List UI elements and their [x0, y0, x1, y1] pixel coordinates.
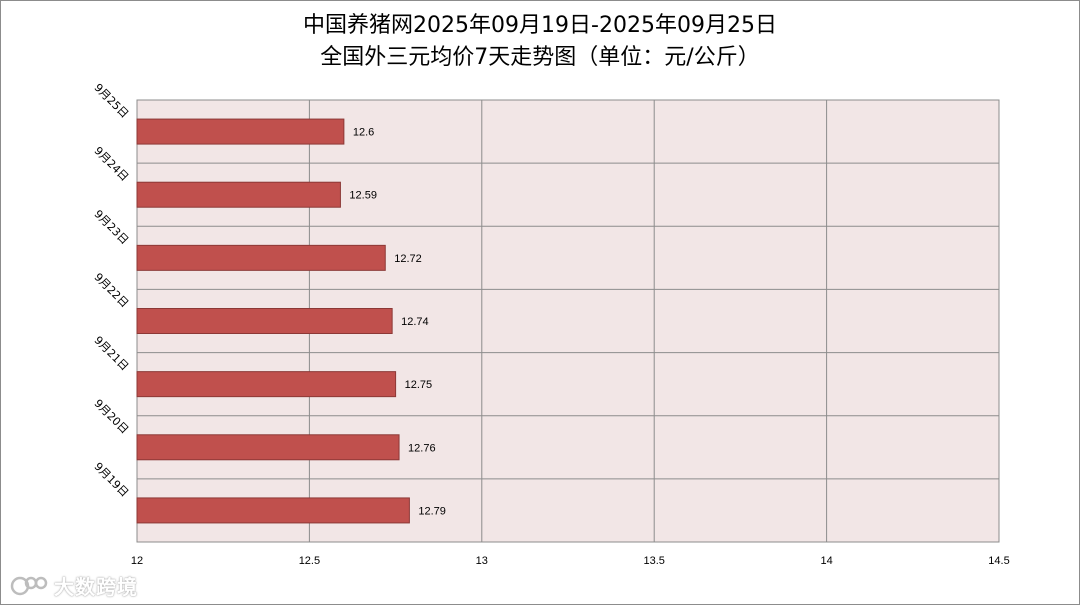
category-label: 9月24日	[91, 144, 131, 184]
bar	[136, 497, 410, 524]
data-label: 12.6	[353, 127, 374, 139]
data-label: 12.76	[408, 442, 436, 454]
watermark-text: 大数跨境	[54, 575, 138, 599]
category-label: 9月20日	[91, 397, 131, 437]
bar	[136, 181, 341, 208]
x-tick-label: 12.5	[299, 555, 320, 567]
data-label: 12.59	[349, 190, 377, 202]
category-label: 9月19日	[91, 460, 131, 500]
bar	[136, 244, 386, 271]
chart-title-line1: 中国养猪网2025年09月19日-2025年09月25日	[303, 13, 777, 38]
watermark: 大数跨境	[10, 571, 138, 600]
data-label: 12.75	[405, 379, 433, 391]
watermark-logo-icon	[10, 576, 48, 595]
x-tick-label: 14.5	[988, 555, 1009, 567]
x-tick-label: 14	[820, 555, 832, 567]
bar	[136, 434, 400, 461]
category-label: 9月23日	[91, 207, 131, 247]
bar	[136, 308, 393, 334]
data-label: 12.74	[401, 316, 429, 328]
x-tick-label: 12	[131, 555, 143, 567]
category-label: 9月22日	[91, 271, 131, 311]
category-label: 9月21日	[91, 334, 131, 374]
bar	[136, 371, 397, 398]
data-label: 12.79	[418, 505, 446, 517]
x-tick-label: 13	[476, 555, 488, 567]
data-label: 12.72	[394, 253, 422, 265]
bar	[136, 118, 345, 145]
chart-title-line2: 全国外三元均价7天走势图（单位：元/公斤）	[320, 45, 760, 70]
category-label: 9月25日	[91, 81, 131, 121]
x-tick-label: 13.5	[643, 555, 664, 567]
